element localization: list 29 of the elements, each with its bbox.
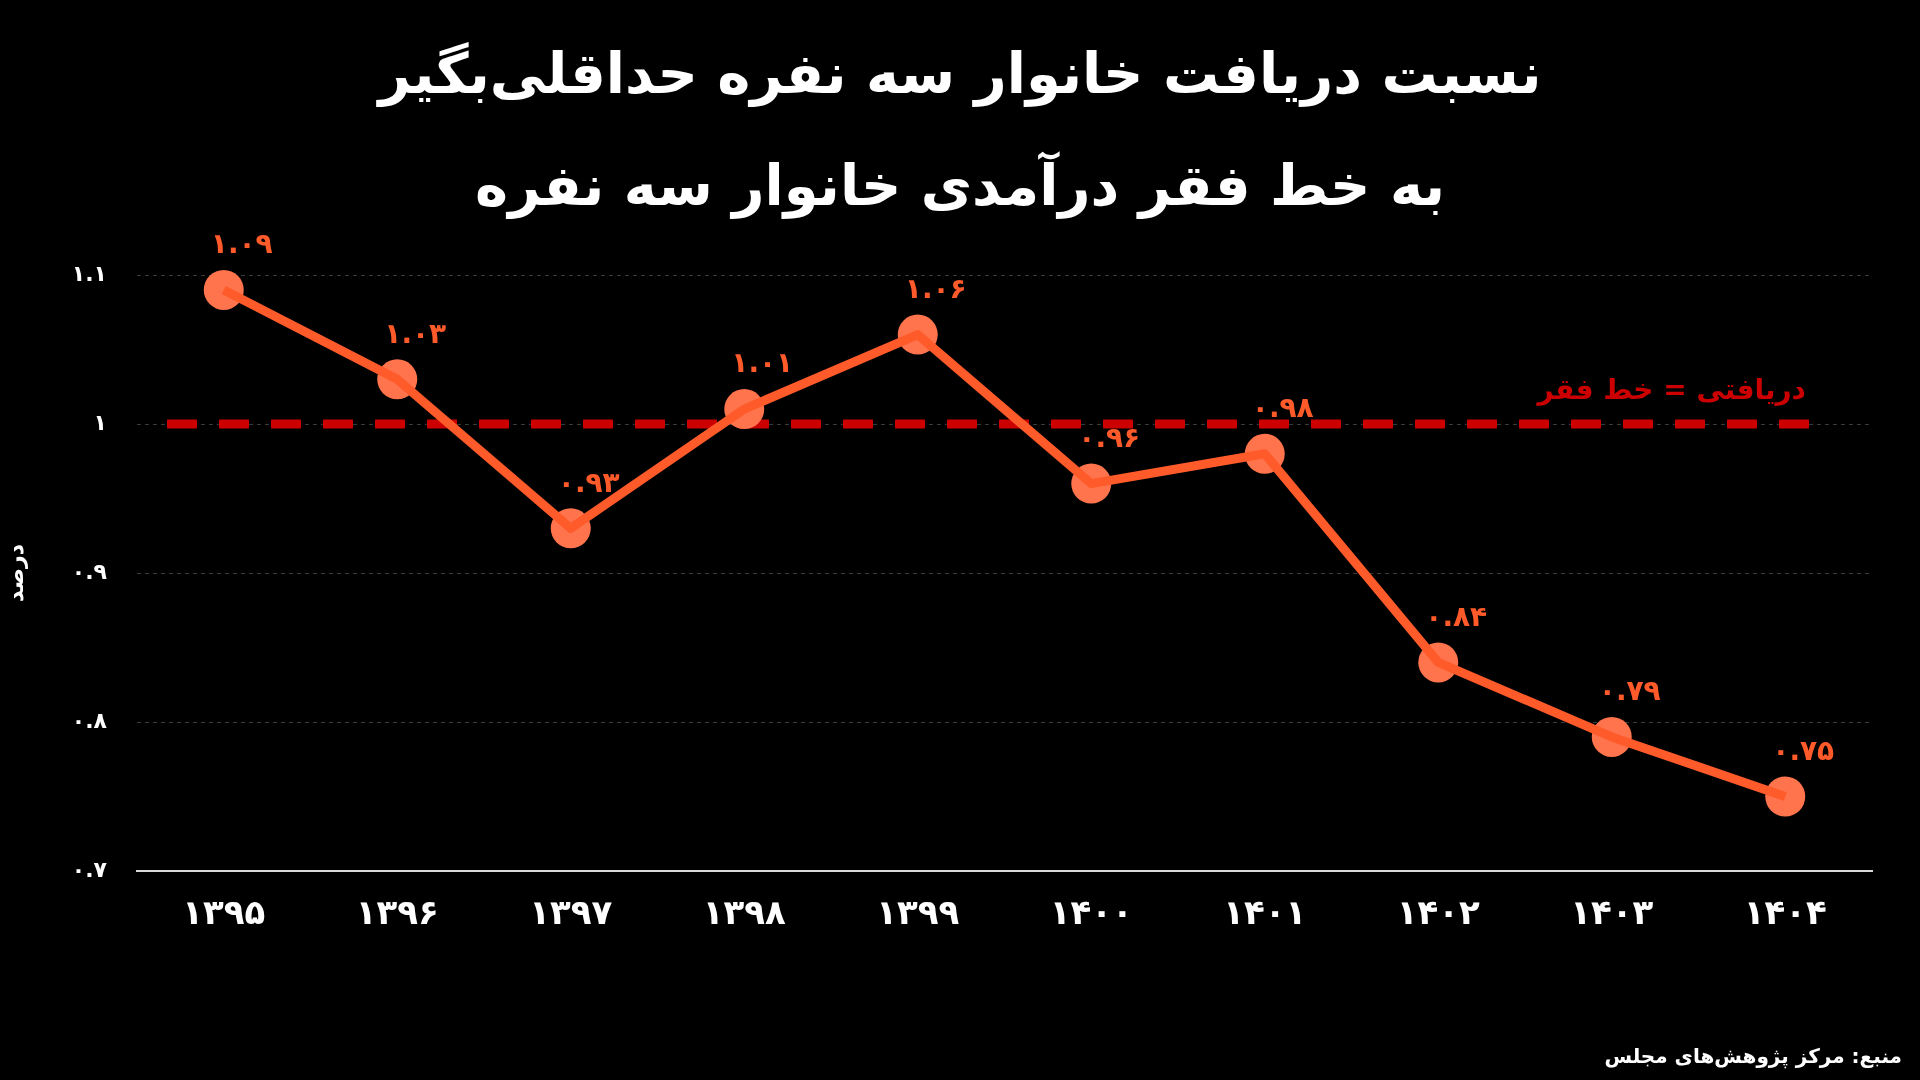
chart-title: نسبت دریافت خانوار سه نفره حداقلی‌بگیر به خط فقر درآمدی خانوار سه نفره	[378, 41, 1542, 218]
text: منبع: مرکز پژوهش‌های مجلس	[1604, 1044, 1902, 1068]
ref-line-label: دریافتی = خط فقر	[1535, 373, 1806, 407]
x-tick-label: ۱۳۹۸	[702, 892, 786, 933]
y-tick-label: ۰.۹	[71, 558, 107, 584]
data-label: ۰.۷۵	[1772, 733, 1835, 767]
y-tick-label: ۱	[93, 409, 107, 435]
data-label: ۱.۰۳	[384, 316, 447, 350]
x-tick-label: ۱۴۰۱	[1223, 892, 1307, 933]
data-label: ۱.۰۶	[904, 271, 967, 305]
y-tick-label: ۱.۱	[71, 260, 107, 286]
y-tick-label: ۰.۸	[71, 707, 108, 733]
x-tick-label: ۱۴۰۲	[1396, 892, 1480, 933]
data-label: ۰.۷۹	[1598, 674, 1661, 708]
x-tick-label: ۱۴۰۳	[1570, 892, 1654, 933]
data-label: ۰.۹۶	[1078, 420, 1141, 454]
x-tick-label: ۱۳۹۶	[355, 892, 439, 933]
x-tick-label: ۱۴۰۴	[1743, 892, 1827, 933]
x-tick-label: ۱۴۰۰	[1049, 892, 1133, 933]
data-label: ۰.۹۳	[557, 465, 620, 499]
data-label: ۱.۰۹	[210, 227, 273, 261]
y-axis-title: درصد	[2, 544, 28, 602]
data-label: ۱.۰۱	[731, 346, 794, 380]
data-label: ۰.۸۴	[1425, 599, 1488, 633]
data-label: ۰.۹۸	[1251, 391, 1314, 425]
y-tick-label: ۰.۷	[71, 856, 108, 882]
x-tick-label: ۱۳۹۹	[876, 892, 960, 933]
x-tick-label: ۱۳۹۵	[182, 892, 266, 933]
x-tick-label: ۱۳۹۷	[529, 892, 613, 933]
